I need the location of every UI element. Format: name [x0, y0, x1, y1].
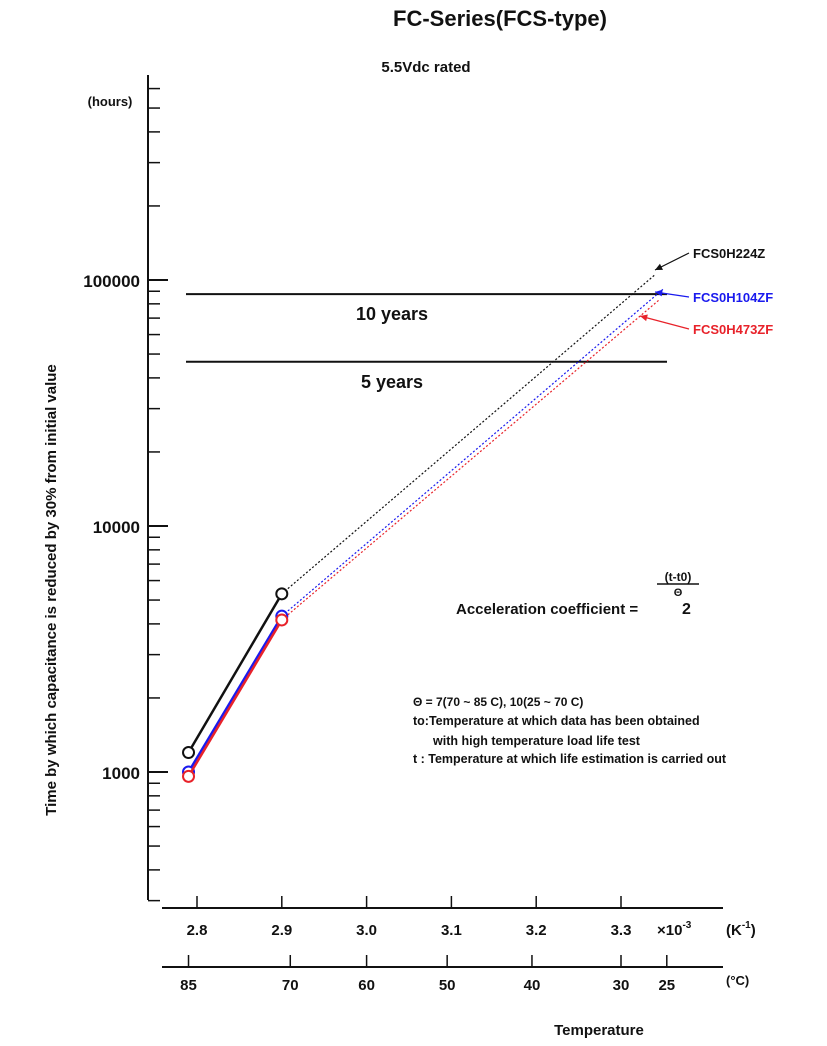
data-point [275, 613, 289, 627]
x-multiplier-exp: -3 [682, 920, 691, 931]
series-label-arrowhead [640, 314, 648, 322]
acceleration-formula: (t-t0) Θ Acceleration coefficient = 2 [456, 570, 699, 618]
x-tick-label: 2.8 [187, 922, 208, 939]
series-label-arrowhead [655, 289, 663, 297]
y-tick-label: 100000 [83, 272, 140, 291]
series-label-arrowhead [655, 263, 663, 270]
y-axis-unit: (hours) [88, 94, 133, 109]
x-tick-label: 3.3 [611, 922, 632, 939]
x-axis-ticks: 2.8 2.9 3.0 3.1 3.2 3.3 [187, 896, 632, 939]
t-note: t : Temperature at which life estimation… [413, 752, 727, 766]
measured-line [187, 593, 283, 754]
chart-subtitle: 5.5Vdc rated [381, 59, 470, 76]
measured-line [187, 615, 283, 773]
celsius-tick-label: 25 [658, 977, 675, 994]
x-unit-sup: -1 [742, 920, 751, 931]
notes: Θ = 7(70 ~ 85 C), 10(25 ~ 70 C) to:Tempe… [413, 695, 727, 766]
celsius-tick-label: 85 [180, 977, 197, 994]
series-label: FCS0H224Z [693, 246, 765, 261]
to-note-line2: with high temperature load life test [432, 734, 641, 748]
projection-line [281, 288, 664, 617]
to-note-line1: to:Temperature at which data has been ob… [413, 714, 700, 728]
measured-line [187, 619, 283, 778]
reference-lines: 10 years 5 years [186, 293, 667, 392]
theta-note: Θ = 7(70 ~ 85 C), 10(25 ~ 70 C) [413, 695, 583, 709]
x-tick-label: 3.0 [356, 922, 377, 939]
accel-denominator: Θ [674, 587, 683, 599]
reference-line-label: 10 years [356, 304, 428, 324]
y-tick-label: 10000 [93, 518, 140, 537]
series-label: FCS0H473ZF [693, 322, 773, 337]
chart-title: FC-Series(FCS-type) [393, 6, 607, 31]
celsius-tick-label: 70 [282, 977, 299, 994]
celsius-tick-label: 50 [439, 977, 456, 994]
accel-base: 2 [682, 601, 691, 618]
x-tick-label: 2.9 [271, 922, 292, 939]
celsius-axis-ticks: 85 70 60 50 40 30 25 [180, 955, 675, 994]
y-tick-label: 1000 [102, 764, 140, 783]
accel-numerator: (t-t0) [665, 570, 692, 584]
x-unit-label: (K-1) [726, 920, 756, 939]
celsius-tick-label: 30 [613, 977, 630, 994]
projection-line [281, 299, 660, 621]
x-tick-label: 3.1 [441, 922, 462, 939]
x-tick-label: 3.2 [526, 922, 547, 939]
y-axis-label: Time by which capacitance is reduced by … [43, 364, 60, 816]
x-multiplier-base: ×10 [657, 922, 682, 939]
data-point [182, 746, 196, 760]
data-series: FCS0H224Z FCS0H104ZF FCS0H473ZF [182, 246, 773, 783]
data-point [275, 587, 289, 601]
celsius-unit: (°C) [726, 973, 749, 988]
celsius-tick-label: 40 [524, 977, 541, 994]
x-unit-k: (K [726, 922, 742, 939]
series-label: FCS0H104ZF [693, 290, 773, 305]
projection-line [281, 274, 656, 595]
x-unit-close: ) [751, 922, 756, 939]
x-axis-label: Temperature [554, 1022, 644, 1039]
accel-label: Acceleration coefficient = [456, 601, 638, 618]
data-point [182, 769, 196, 783]
x-multiplier: ×10-3 [657, 920, 692, 939]
reference-line-label: 5 years [361, 372, 423, 392]
y-axis-ticks: 1000 10000 100000 [83, 87, 168, 902]
series-label-arrow [639, 315, 690, 330]
celsius-tick-label: 60 [358, 977, 375, 994]
